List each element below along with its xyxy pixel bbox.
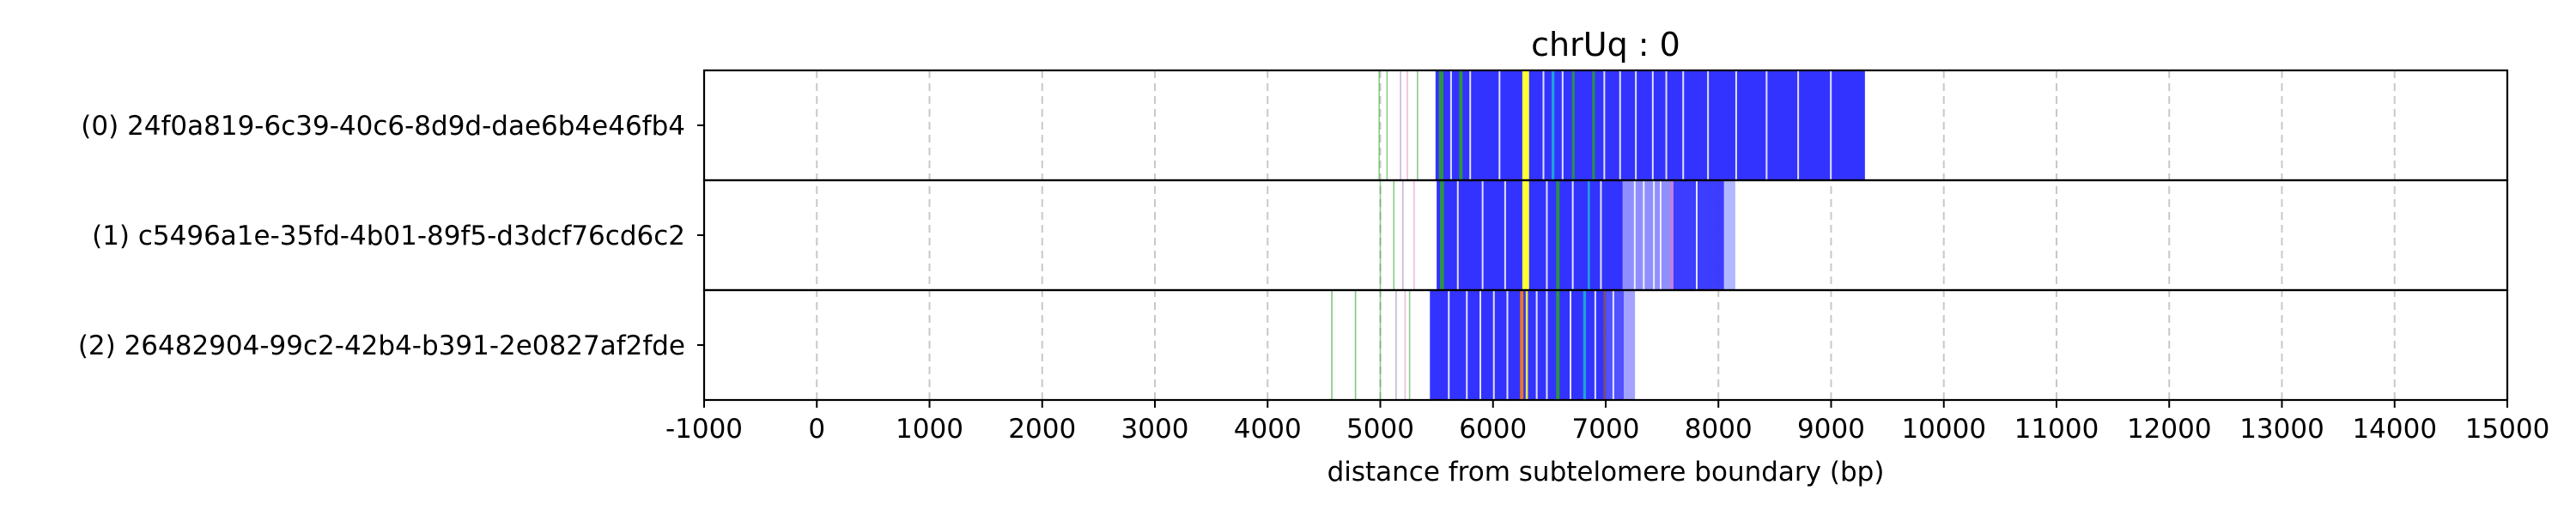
x-tick-label: 7000 <box>1572 414 1640 445</box>
tracks <box>1331 70 1865 400</box>
track-gap <box>1797 70 1800 180</box>
x-tick-label: 15000 <box>2465 414 2550 445</box>
track-1 <box>1379 180 1735 290</box>
track-block <box>1435 70 1865 180</box>
x-tick-label: 1000 <box>896 414 963 445</box>
x-tick-label: 10000 <box>1901 414 1986 445</box>
track-label: (0) 24f0a819-6c39-40c6-8d9d-dae6b4e46fb4 <box>81 111 685 142</box>
track-block <box>1583 290 1587 400</box>
track-gap <box>1651 70 1654 180</box>
track-gap <box>1830 70 1832 180</box>
track-2 <box>1331 290 1636 400</box>
track-gap <box>1603 70 1606 180</box>
track-gap <box>1492 290 1495 400</box>
track-block <box>1438 70 1443 180</box>
track-block <box>1622 180 1674 290</box>
track-block <box>1552 70 1555 180</box>
track-gap <box>1600 180 1602 290</box>
track-block <box>1673 180 1724 290</box>
track-block <box>1624 290 1636 400</box>
track-block <box>1606 290 1624 400</box>
track-gap <box>1449 70 1452 180</box>
chart-title: chrUq : 0 <box>1531 26 1680 64</box>
x-tick-label: 3000 <box>1121 414 1189 445</box>
track-gap <box>1469 70 1472 180</box>
x-tick-label: 13000 <box>2239 414 2324 445</box>
track-gap <box>1635 70 1637 180</box>
x-tick-label: 4000 <box>1234 414 1302 445</box>
track-gap <box>1612 290 1614 400</box>
x-tick-label: 11000 <box>2014 414 2099 445</box>
track-gap <box>1561 70 1564 180</box>
track-gap <box>1571 180 1574 290</box>
track-0 <box>1378 70 1865 180</box>
track-gap <box>1643 180 1645 290</box>
track-gap <box>1665 70 1668 180</box>
track-gap <box>1765 70 1768 180</box>
track-block <box>1437 180 1623 290</box>
track-block <box>1588 180 1590 290</box>
track-block <box>1669 180 1674 290</box>
track-gap <box>1546 180 1548 290</box>
track-gap <box>1570 290 1571 400</box>
track-gap <box>1481 180 1484 290</box>
x-tick-label: 14000 <box>2352 414 2437 445</box>
track-gap <box>1542 70 1545 180</box>
track-gap <box>1546 290 1548 400</box>
track-gap <box>1498 70 1501 180</box>
track-label: (2) 26482904-99c2-42b4-b391-2e0827af2fde <box>78 330 685 361</box>
track-gap <box>1594 290 1596 400</box>
x-tick-label: 0 <box>808 414 825 445</box>
track-gap <box>1696 180 1698 290</box>
x-tick-label: 6000 <box>1459 414 1527 445</box>
track-block <box>1603 290 1606 400</box>
track-block <box>1522 70 1529 180</box>
track-block <box>1520 290 1524 400</box>
x-axis-label: distance from subtelomere boundary (bp) <box>1327 457 1885 488</box>
track-gap <box>1456 180 1459 290</box>
track-gap <box>1653 180 1656 290</box>
x-axis-ticks: -1000 0 1000 2000 3000 4000 5000 6000 7000 8000 90… <box>665 400 2549 445</box>
x-tick-label: 9000 <box>1797 414 1865 445</box>
track-gap <box>1660 180 1662 290</box>
track-block <box>1592 70 1595 180</box>
track-gap <box>1506 290 1509 400</box>
track-label: (1) c5496a1e-35fd-4b01-89f5-d3dcf76cd6c2 <box>92 221 685 251</box>
track-gap <box>1448 290 1450 400</box>
track-gap <box>1504 180 1506 290</box>
track-gap <box>1633 180 1636 290</box>
track-block <box>1556 180 1560 290</box>
track-block <box>1440 180 1444 290</box>
track-block <box>1556 290 1560 400</box>
x-tick-label: 8000 <box>1685 414 1753 445</box>
track-labels: (0) 24f0a819-6c39-40c6-8d9d-dae6b4e46fb4… <box>78 111 704 361</box>
track-gap <box>1682 70 1685 180</box>
track-block <box>1459 70 1463 180</box>
track-gap <box>1735 70 1737 180</box>
track-block <box>1571 70 1575 180</box>
track-block <box>1525 290 1528 400</box>
x-tick-label: 12000 <box>2127 414 2212 445</box>
x-tick-label: 5000 <box>1346 414 1414 445</box>
x-tick-label: 2000 <box>1008 414 1076 445</box>
track-gap <box>1466 290 1468 400</box>
track-gap <box>1479 290 1481 400</box>
track-block <box>1522 180 1529 290</box>
track-gap <box>1619 70 1621 180</box>
track-gap <box>1535 290 1538 400</box>
track-block <box>1430 290 1606 400</box>
track-block <box>1723 180 1735 290</box>
track-gap <box>1707 70 1710 180</box>
x-tick-label: -1000 <box>665 414 743 445</box>
